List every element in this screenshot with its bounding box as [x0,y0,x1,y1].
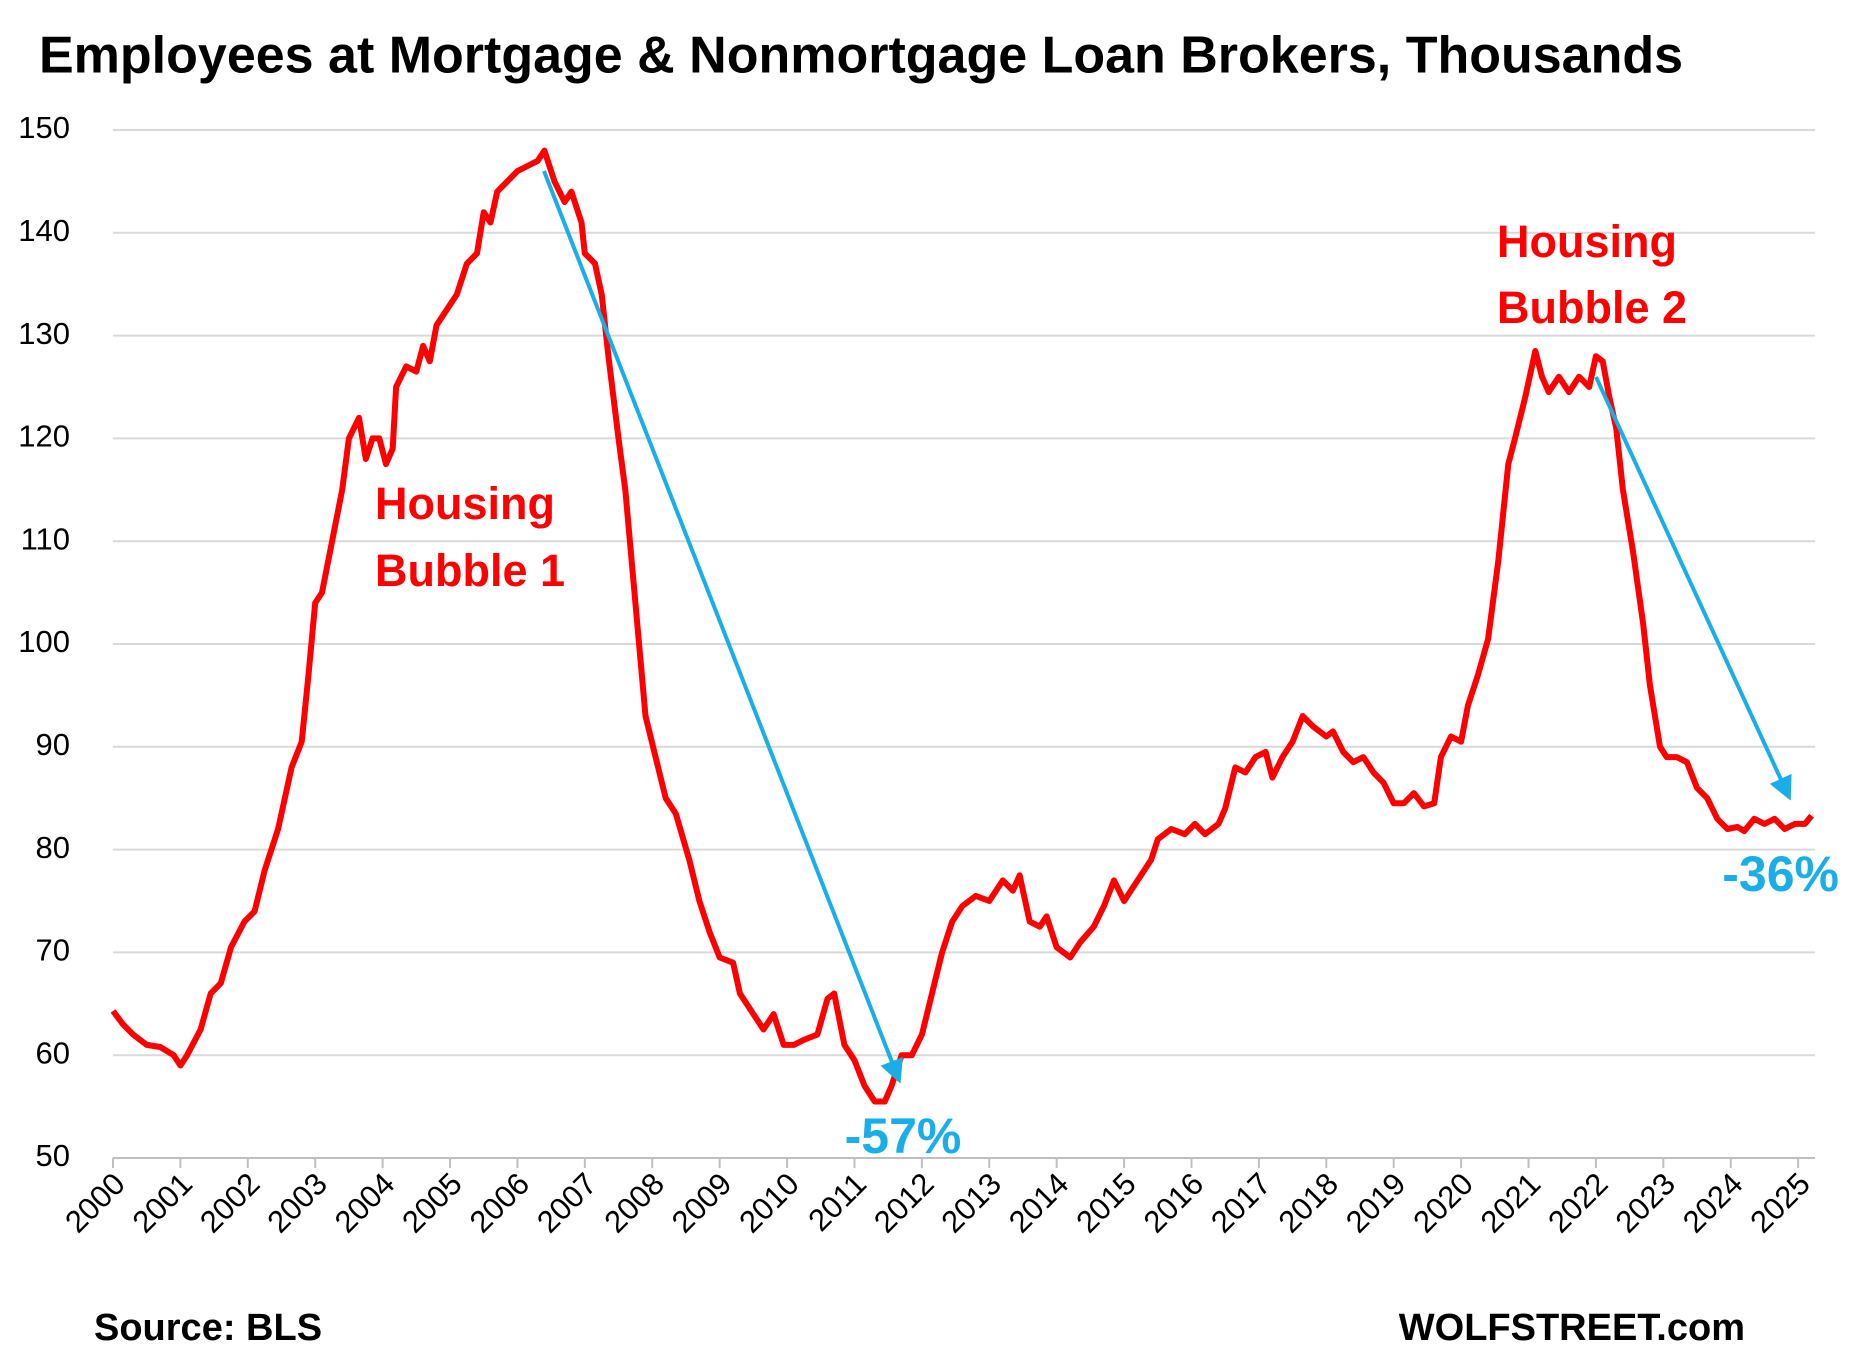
y-tick-label: 100 [18,624,70,659]
annotation: Bubble 1 [375,545,565,596]
source: Source: BLS [94,1307,322,1349]
x-tick-label: 2023 [1609,1166,1683,1240]
arrow [1594,376,1792,801]
x-tick-label: 2015 [1069,1166,1143,1240]
annotation: -57% [845,1108,962,1164]
x-tick-label: 2017 [1204,1166,1278,1240]
x-tick-label: 2002 [193,1166,267,1240]
x-tick-label: 2004 [328,1166,402,1240]
annotation: -36% [1722,846,1839,902]
y-tick-label: 70 [36,933,70,968]
x-tick-label: 2021 [1474,1166,1548,1240]
x-tick-label: 2006 [463,1166,537,1240]
plot [110,147,1814,1105]
y-tick-label: 120 [18,419,70,454]
x-tick-label: 2007 [530,1166,604,1240]
x-tick-label: 2016 [1137,1166,1211,1240]
x-tick-label: 2018 [1272,1166,1346,1240]
credit: WOLFSTREET.com [1399,1307,1745,1349]
x-tick-label: 2011 [801,1166,873,1238]
x-tick-label: 2008 [597,1166,671,1240]
grid: 50 60 70 80 90 100 110 120 130 140 150 200020012002… [18,110,1817,1239]
x-tick-label: 2024 [1676,1166,1750,1240]
x-tick-label: 2003 [260,1166,334,1240]
y-tick-label: 80 [36,830,70,865]
annotation: Bubble 2 [1497,282,1687,333]
x-tick-label: 2012 [867,1166,941,1240]
annotation: Housing [1497,216,1677,267]
x-tick-label: 2022 [1541,1166,1615,1240]
chart-title: Employees at Mortgage & Nonmortgage Loan… [39,27,1683,85]
y-tick-label: 140 [18,213,70,248]
x-tick-label: 2019 [1339,1166,1413,1240]
x-tick-label: 2025 [1743,1166,1817,1240]
arrow [542,170,903,1084]
x-tick-label: 2020 [1406,1166,1480,1240]
y-tick-label: 50 [36,1138,70,1173]
x-tick-label: 2014 [1002,1166,1076,1240]
line-series [110,147,1814,1105]
x-tick-label: 2010 [732,1166,806,1240]
x-tick-label: 2000 [58,1166,132,1240]
y-tick-label: 110 [21,521,70,556]
x-tick-label: 2009 [665,1166,739,1240]
y-tick-label: 60 [36,1035,70,1070]
x-tick-label: 2005 [395,1166,469,1240]
x-tick-label: 2013 [934,1166,1008,1240]
y-tick-label: 130 [18,316,70,351]
x-tick-label: 2001 [126,1166,200,1240]
y-tick-label: 90 [36,727,70,762]
annotation: Housing [375,478,555,529]
y-tick-label: 150 [18,110,70,145]
